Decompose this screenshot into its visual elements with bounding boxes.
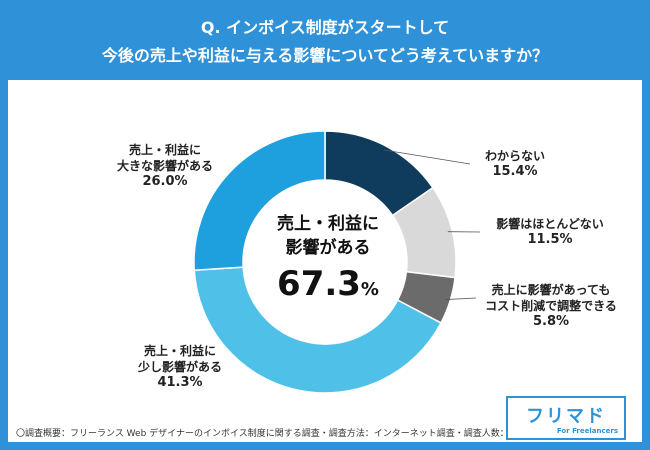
label-cost: 売上に影響があっても コスト削減で調整できる 5.8%	[476, 282, 626, 330]
label-wakaranai-name: わからない	[484, 149, 545, 163]
label-cost-name-1: 売上に影響があっても	[491, 283, 611, 297]
center-title: 売上・利益に 影響がある	[268, 212, 388, 260]
label-ookina-name-1: 売上・利益に	[128, 143, 201, 157]
label-sukoshi-name-2: 少し影響がある	[137, 360, 222, 374]
label-sukoshi-name-1: 売上・利益に	[143, 344, 216, 358]
center-value-number: 67.3	[277, 264, 361, 304]
label-hotondo: 影響はほとんどない 11.5%	[480, 216, 620, 248]
label-sukoshi-value: 41.3%	[157, 375, 203, 390]
question-line-1: Q. インボイス制度がスタートして	[200, 18, 450, 37]
brand-logo-subtitle: For Freelancers	[556, 427, 618, 435]
label-sukoshi: 売上・利益に 少し影響がある 41.3%	[120, 343, 240, 391]
label-hotondo-value: 11.5%	[527, 232, 573, 247]
leader-line	[445, 297, 477, 300]
survey-footnote: 〇調査概要：フリーランス Web デザイナーのインボイス制度に関する調査・調査方…	[16, 429, 538, 439]
question-header: Q. インボイス制度がスタートして 今後の売上や利益に与える影響についてどう考え…	[0, 0, 650, 78]
center-value-unit: %	[360, 279, 379, 300]
slice-ookina	[193, 130, 326, 272]
label-cost-name-2: コスト削減で調整できる	[485, 299, 617, 313]
label-wakaranai-value: 15.4%	[492, 164, 538, 179]
center-title-line-1: 売上・利益に	[277, 214, 379, 234]
center-value: 67.3%	[268, 264, 388, 304]
brand-logo-text: フリマド	[526, 406, 606, 427]
slice-sukoshi	[193, 266, 442, 394]
label-cost-value: 5.8%	[532, 314, 570, 329]
label-wakaranai: わからない 15.4%	[470, 148, 560, 180]
label-hotondo-name: 影響はほとんどない	[496, 217, 604, 231]
label-ookina-value: 26.0%	[142, 174, 188, 189]
leader-line	[383, 149, 471, 165]
label-ookina-name-2: 大きな影響がある	[116, 159, 213, 173]
label-ookina: 売上・利益に 大きな影響がある 26.0%	[100, 142, 230, 190]
center-title-line-2: 影響がある	[285, 238, 371, 258]
brand-logo: フリマド For Freelancers	[506, 396, 626, 440]
question-line-2: 今後の売上や利益に与える影響についてどう考えていますか？	[101, 46, 549, 65]
